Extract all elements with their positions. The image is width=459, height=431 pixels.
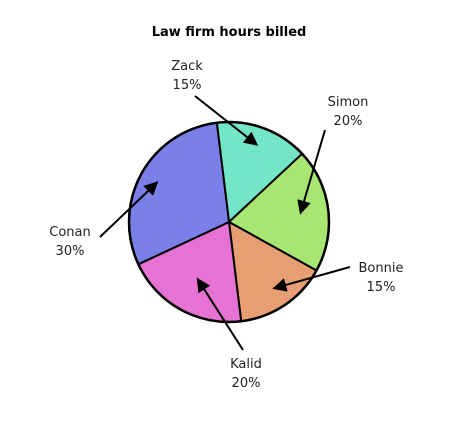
slice-name-bonnie: Bonnie — [359, 261, 404, 276]
slice-percent-zack: 15% — [173, 78, 202, 93]
slice-name-kalid: Kalid — [230, 357, 262, 372]
slice-name-zack: Zack — [171, 59, 203, 74]
slice-percent-conan: 30% — [56, 244, 85, 259]
slice-name-conan: Conan — [49, 225, 90, 240]
slice-percent-bonnie: 15% — [367, 280, 396, 295]
slice-name-simon: Simon — [328, 95, 369, 110]
chart-title: Law firm hours billed — [152, 25, 307, 40]
slice-percent-simon: 20% — [334, 114, 363, 129]
slice-percent-kalid: 20% — [232, 376, 261, 391]
